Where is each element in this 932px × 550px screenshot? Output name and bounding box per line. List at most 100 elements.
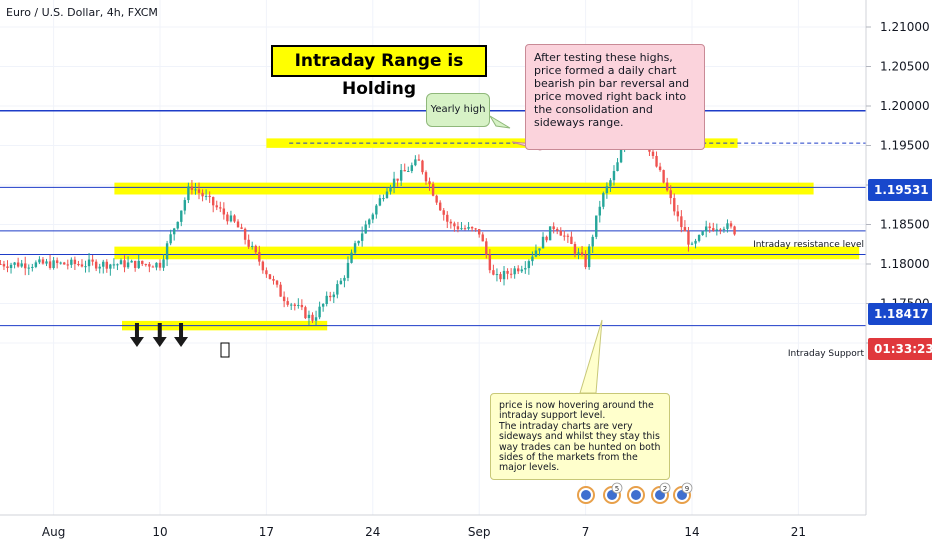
candle-body — [91, 259, 94, 262]
candle-body — [151, 266, 155, 268]
candle-body — [506, 270, 509, 274]
note-pin-bar[interactable]: After testing these highs, price formed … — [525, 44, 705, 150]
candle-body — [2, 264, 6, 267]
countdown-tag: 01:33:23 — [868, 338, 932, 360]
candle-body — [144, 264, 148, 266]
candle-body — [399, 170, 403, 181]
candle-body — [449, 221, 453, 224]
candle-body — [424, 172, 428, 182]
candle-body — [77, 264, 80, 266]
candle-body — [346, 262, 350, 278]
candle-body — [563, 235, 566, 237]
candle-body — [116, 264, 119, 266]
symbol-header[interactable]: Euro / U.S. Dollar, 4h, FXCM — [6, 6, 158, 19]
candle-body — [442, 210, 445, 215]
note-support[interactable]: price is now hovering around the intrada… — [490, 393, 670, 480]
candle-body — [474, 228, 477, 230]
candle-body — [45, 261, 48, 264]
candle-body — [619, 149, 623, 163]
down-arrow — [129, 323, 144, 347]
candle-body — [63, 262, 66, 265]
candle-body — [339, 280, 343, 285]
candle-body — [172, 228, 176, 235]
candle-body — [527, 261, 531, 269]
y-tick-label: 1.20500 — [880, 60, 930, 74]
candle-body — [556, 229, 559, 231]
candle-body — [580, 252, 584, 255]
candle-body — [311, 314, 314, 321]
candle-body — [502, 270, 506, 280]
candle-body — [243, 228, 247, 240]
highlight-zone — [114, 182, 814, 195]
candle-body — [247, 239, 250, 247]
candle-body — [314, 317, 318, 321]
candle-body — [219, 207, 222, 209]
candle-body — [176, 221, 179, 229]
candle-body — [524, 268, 527, 270]
candle-body — [268, 274, 272, 280]
time-axis[interactable]: Aug 10 17 24 Sep 7 14 21 — [42, 525, 806, 539]
candle-body — [258, 252, 261, 262]
candle-body — [38, 259, 41, 263]
candle-body — [499, 274, 502, 280]
event-count-badge — [681, 482, 693, 494]
event-count: 5 — [615, 485, 619, 493]
candle-body — [290, 304, 293, 306]
candle-body — [304, 307, 307, 319]
candle-body — [438, 202, 442, 211]
candle-body — [704, 226, 708, 232]
chart-title: Intraday Range is Holding — [271, 45, 487, 99]
x-tick-label: 24 — [365, 525, 380, 539]
y-tick-label: 1.19500 — [880, 139, 930, 153]
candle-body — [463, 228, 467, 230]
candle-body — [325, 295, 328, 305]
y-tick-label: 1.21000 — [880, 20, 930, 34]
candle-body — [591, 236, 594, 247]
candle-body — [52, 260, 55, 268]
candle-body — [155, 262, 158, 268]
candle-body — [545, 236, 548, 241]
candle-body — [212, 197, 215, 206]
event-flag-center — [581, 490, 591, 500]
candle-body — [612, 171, 616, 181]
candle-body — [293, 304, 296, 306]
event-count-badge — [659, 482, 671, 494]
candle-body — [332, 294, 335, 298]
candle-body — [407, 171, 410, 173]
candle-body — [137, 260, 140, 268]
candle-body — [541, 236, 545, 249]
support-label: Intraday Support — [788, 349, 865, 359]
x-tick-label: 17 — [259, 525, 274, 539]
candle-body — [478, 229, 481, 235]
candle-body — [141, 260, 144, 265]
candle-body — [364, 224, 367, 234]
note-yearly-high[interactable]: Yearly high — [426, 93, 490, 127]
candle-body — [733, 226, 736, 235]
candle-body — [371, 214, 374, 220]
candle-body — [481, 234, 484, 242]
candle-body — [187, 186, 190, 201]
candle-body — [279, 284, 282, 297]
candle-body — [729, 223, 733, 227]
candle-body — [41, 259, 45, 264]
candle-body — [389, 186, 392, 192]
candle-body — [605, 186, 609, 194]
candle-body — [329, 295, 332, 298]
candle-body — [286, 301, 289, 305]
event-count: 9 — [685, 485, 689, 493]
resistance-label: Intraday resistance level — [753, 240, 864, 250]
candle-body — [534, 250, 538, 257]
candle-body — [697, 235, 701, 241]
candle-body — [297, 304, 300, 306]
candle-body — [428, 181, 431, 185]
candle-body — [446, 214, 449, 222]
candle-body — [194, 189, 197, 191]
candle-body — [300, 304, 304, 308]
candle-body — [403, 170, 406, 172]
marker-box — [220, 342, 230, 358]
candle-body — [204, 195, 208, 197]
candle-body — [396, 178, 399, 181]
candle-body — [673, 198, 676, 212]
